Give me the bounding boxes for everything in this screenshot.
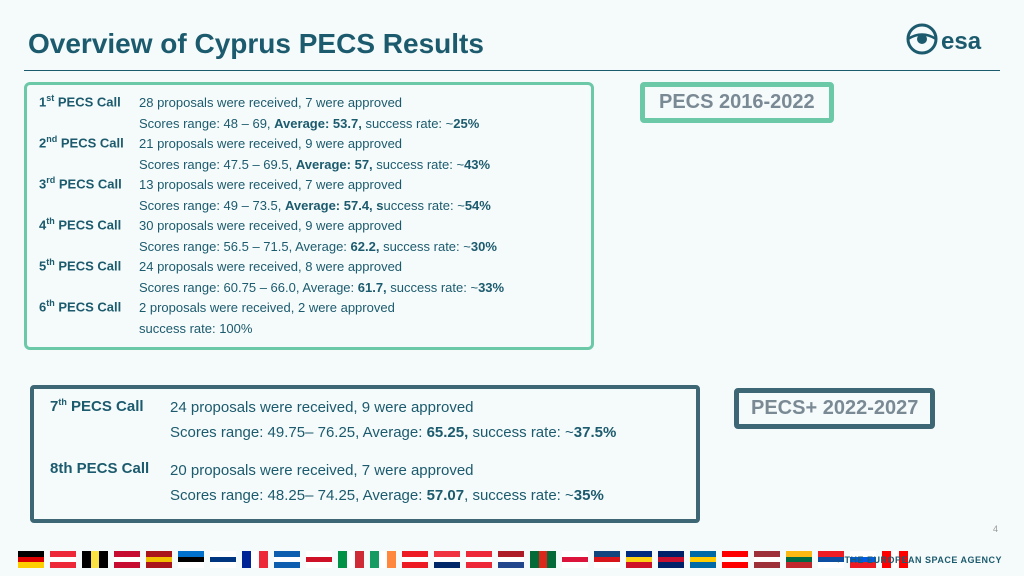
call-detail: 2 proposals were received, 2 were approv… <box>139 298 395 318</box>
flag-icon <box>306 551 332 568</box>
flag-icon <box>690 551 716 568</box>
flag-icon <box>754 551 780 568</box>
esa-logo: esa <box>906 22 996 61</box>
pecs-2016-2022-badge: PECS 2016-2022 <box>640 82 834 123</box>
flag-icon <box>242 551 268 568</box>
flag-icon <box>274 551 300 568</box>
pecs-2016-2022-box: 1st PECS Call28 proposals were received,… <box>24 82 594 350</box>
flag-icon <box>50 551 76 568</box>
pecs-plus-2022-2027-badge: PECS+ 2022-2027 <box>734 388 935 429</box>
flag-icon <box>370 551 396 568</box>
call-scores: Scores range: 48 – 69, Average: 53.7, su… <box>139 114 479 134</box>
flag-icon <box>210 551 236 568</box>
flag-icon <box>114 551 140 568</box>
flag-icon <box>594 551 620 568</box>
call-scores: Scores range: 48.25– 74.25, Average: 57.… <box>170 485 604 508</box>
call-scores: Scores range: 47.5 – 69.5, Average: 57, … <box>139 155 490 175</box>
flag-icon <box>18 551 44 568</box>
page-number: 4 <box>993 524 998 534</box>
call-label: 6th PECS Call <box>39 298 139 318</box>
flag-icon <box>498 551 524 568</box>
call-label: 1st PECS Call <box>39 93 139 113</box>
call-detail: 28 proposals were received, 7 were appro… <box>139 93 402 113</box>
flag-icon <box>434 551 460 568</box>
flag-icon <box>530 551 556 568</box>
call-label: 4th PECS Call <box>39 216 139 236</box>
call-detail: 24 proposals were received, 9 were appro… <box>170 397 474 420</box>
page-title: Overview of Cyprus PECS Results <box>28 28 484 60</box>
call-scores: success rate: 100% <box>139 319 252 339</box>
header-divider <box>24 70 1000 71</box>
svg-text:esa: esa <box>941 28 982 55</box>
flag-icon <box>786 551 812 568</box>
flag-icon <box>338 551 364 568</box>
call-label: 8th PECS Call <box>50 460 170 483</box>
call-detail: 30 proposals were received, 9 were appro… <box>139 216 402 236</box>
country-flags <box>18 551 908 568</box>
call-scores: Scores range: 49 – 73.5, Average: 57.4, … <box>139 196 491 216</box>
call-scores: Scores range: 49.75– 76.25, Average: 65.… <box>170 422 616 445</box>
flag-icon <box>626 551 652 568</box>
call-scores: Scores range: 56.5 – 71.5, Average: 62.2… <box>139 237 497 257</box>
flag-icon <box>562 551 588 568</box>
footer-agency-text: → THE EUROPEAN SPACE AGENCY <box>832 555 1002 565</box>
call-label: 3rd PECS Call <box>39 175 139 195</box>
call-label: 2nd PECS Call <box>39 134 139 154</box>
call-label: 7th PECS Call <box>50 397 170 420</box>
call-detail: 21 proposals were received, 9 were appro… <box>139 134 402 154</box>
call-label: 5th PECS Call <box>39 257 139 277</box>
pecs-plus-2022-2027-box: 7th PECS Call24 proposals were received,… <box>30 385 700 523</box>
call-detail: 20 proposals were received, 7 were appro… <box>170 460 474 483</box>
call-detail: 13 proposals were received, 7 were appro… <box>139 175 402 195</box>
flag-icon <box>178 551 204 568</box>
flag-icon <box>466 551 492 568</box>
flag-icon <box>402 551 428 568</box>
flag-icon <box>722 551 748 568</box>
call-scores: Scores range: 60.75 – 66.0, Average: 61.… <box>139 278 504 298</box>
call-detail: 24 proposals were received, 8 were appro… <box>139 257 402 277</box>
flag-icon <box>658 551 684 568</box>
flag-icon <box>82 551 108 568</box>
flag-icon <box>146 551 172 568</box>
